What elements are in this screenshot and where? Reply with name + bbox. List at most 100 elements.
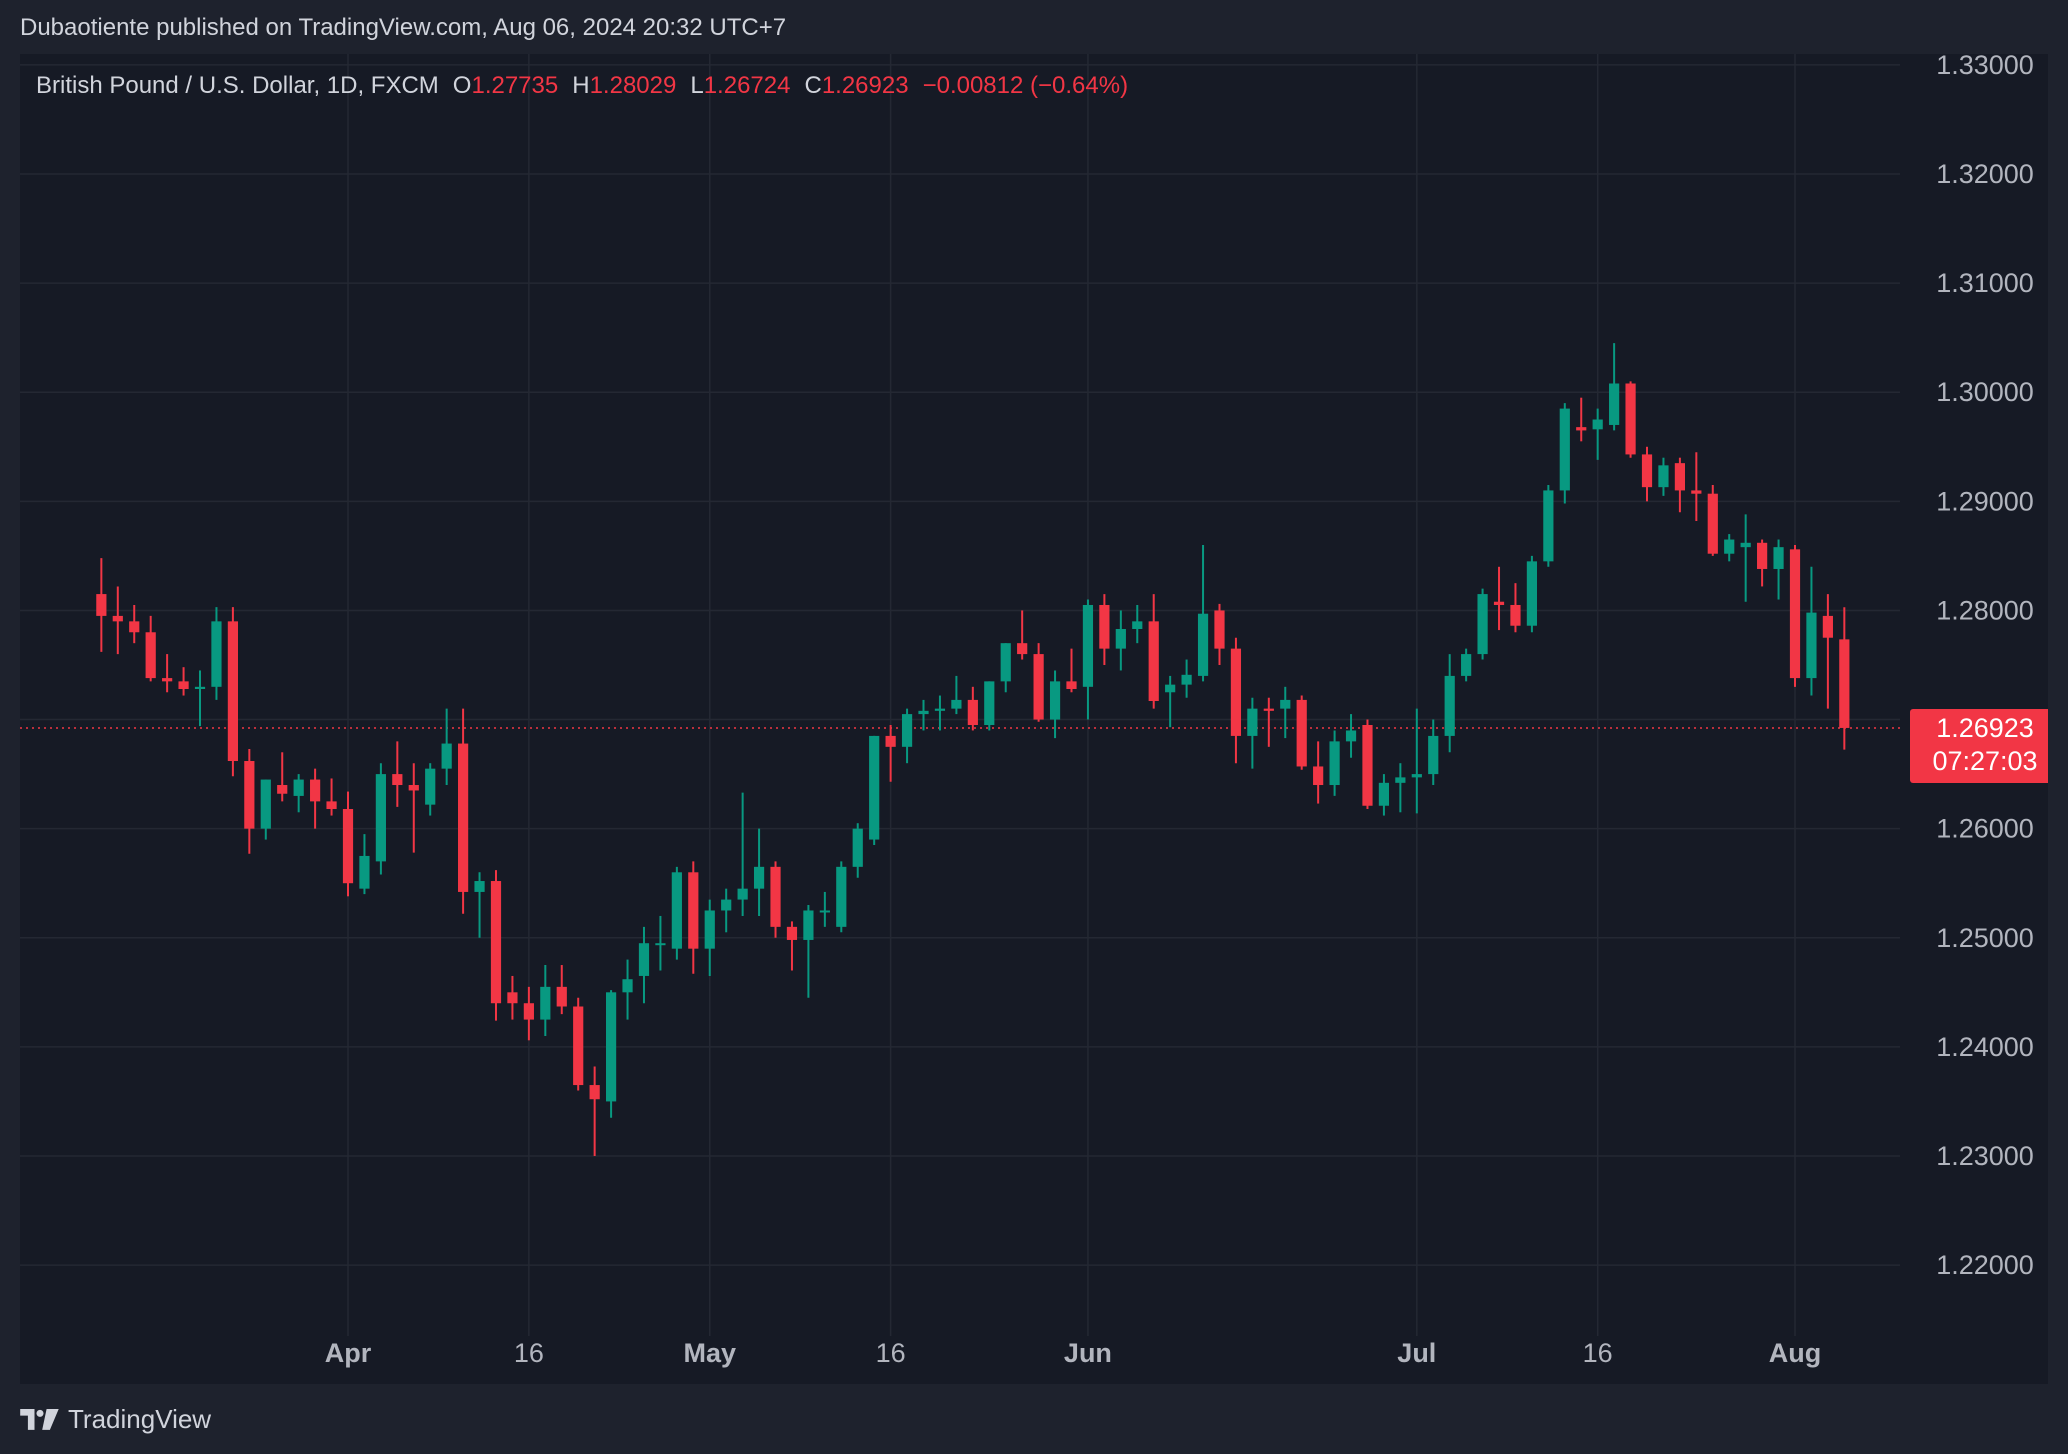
candle[interactable]: [260, 779, 271, 840]
candle[interactable]: [556, 965, 567, 1015]
candle[interactable]: [244, 749, 255, 854]
candle[interactable]: [1691, 452, 1702, 521]
candle[interactable]: [1674, 457, 1685, 513]
legend-symbol[interactable]: British Pound / U.S. Dollar, 1D, FXCM: [36, 72, 439, 99]
candle[interactable]: [1510, 583, 1521, 633]
candle[interactable]: [589, 1066, 600, 1156]
candle[interactable]: [1082, 599, 1094, 720]
candle[interactable]: [178, 667, 189, 696]
candle[interactable]: [1345, 714, 1357, 758]
candle[interactable]: [1724, 534, 1735, 562]
candle[interactable]: [1493, 566, 1505, 631]
candle[interactable]: [342, 791, 354, 897]
candle[interactable]: [819, 891, 830, 927]
candle[interactable]: [786, 921, 798, 971]
candle[interactable]: [129, 604, 140, 644]
candle[interactable]: [1740, 514, 1751, 602]
candle[interactable]: [1822, 594, 1833, 709]
candle[interactable]: [753, 828, 765, 916]
candle[interactable]: [1296, 695, 1307, 770]
candle[interactable]: [721, 888, 732, 933]
candle[interactable]: [803, 905, 814, 998]
candle[interactable]: [1115, 610, 1126, 671]
candle[interactable]: [1839, 607, 1850, 750]
candle[interactable]: [1559, 403, 1570, 504]
candle[interactable]: [112, 586, 123, 655]
candle[interactable]: [1263, 697, 1274, 747]
candle[interactable]: [1148, 594, 1159, 709]
candle[interactable]: [1329, 730, 1340, 796]
candle[interactable]: [918, 699, 929, 731]
candle[interactable]: [408, 763, 419, 853]
candle[interactable]: [1197, 544, 1209, 682]
candle[interactable]: [1773, 539, 1784, 600]
candle[interactable]: [967, 686, 978, 731]
chart-pane[interactable]: 1.33000 1.32000 1.31000 1.30000 1.29000 1.280…: [20, 54, 2048, 1384]
candle[interactable]: [293, 774, 304, 813]
candle[interactable]: [507, 975, 518, 1020]
candle[interactable]: [951, 675, 962, 715]
candle[interactable]: [704, 899, 715, 976]
candle[interactable]: [671, 866, 682, 960]
candle[interactable]: [688, 861, 699, 974]
candle[interactable]: [869, 735, 880, 846]
candle[interactable]: [540, 965, 551, 1036]
candle[interactable]: [162, 654, 173, 693]
candle[interactable]: [441, 708, 452, 786]
candle[interactable]: [1033, 643, 1044, 722]
candle[interactable]: [458, 708, 469, 914]
candle[interactable]: [194, 670, 206, 727]
candle[interactable]: [1066, 648, 1077, 693]
candle[interactable]: [1625, 381, 1636, 458]
candle[interactable]: [1313, 741, 1324, 804]
candlestick-chart[interactable]: 1.33000 1.32000 1.31000 1.30000 1.29000 1.280…: [20, 54, 2048, 1384]
candle[interactable]: [490, 870, 502, 1021]
candle[interactable]: [1658, 457, 1669, 496]
candle[interactable]: [277, 752, 288, 802]
tradingview-brand[interactable]: TradingView: [20, 1404, 211, 1435]
candle[interactable]: [1214, 603, 1225, 665]
candle[interactable]: [1707, 484, 1718, 556]
candle[interactable]: [1444, 654, 1455, 753]
candle[interactable]: [638, 926, 650, 1004]
candle[interactable]: [655, 915, 666, 971]
time-axis[interactable]: Apr 16 May 16 Jun Jul 16 Aug: [325, 1338, 1821, 1368]
candle[interactable]: [1609, 343, 1620, 431]
candle[interactable]: [573, 997, 584, 1091]
candle[interactable]: [1592, 408, 1603, 460]
candle[interactable]: [1165, 675, 1176, 728]
candle[interactable]: [145, 615, 156, 682]
candle[interactable]: [1378, 774, 1390, 816]
candle[interactable]: [1049, 670, 1061, 739]
candle[interactable]: [1132, 604, 1143, 644]
candle[interactable]: [1576, 397, 1587, 442]
candle[interactable]: [885, 725, 896, 782]
candle[interactable]: [523, 986, 534, 1041]
candle[interactable]: [1411, 708, 1422, 814]
candle[interactable]: [1461, 648, 1472, 682]
candle[interactable]: [211, 607, 222, 700]
candle[interactable]: [1395, 763, 1406, 813]
candle[interactable]: [375, 763, 386, 875]
candle[interactable]: [392, 741, 403, 807]
candle[interactable]: [737, 792, 748, 916]
candle[interactable]: [1280, 686, 1291, 739]
candle[interactable]: [622, 959, 633, 1020]
candle[interactable]: [326, 778, 337, 816]
candle[interactable]: [425, 763, 436, 816]
candle[interactable]: [1230, 637, 1242, 764]
candle[interactable]: [227, 607, 238, 777]
candle[interactable]: [1526, 555, 1538, 633]
price-axis[interactable]: 1.33000 1.32000 1.31000 1.30000 1.29000 1.280…: [1936, 54, 2034, 1280]
candle[interactable]: [1757, 539, 1768, 587]
candle[interactable]: [1247, 697, 1258, 769]
candle[interactable]: [1362, 719, 1373, 810]
candle[interactable]: [1641, 446, 1653, 502]
candle[interactable]: [984, 681, 995, 731]
candle[interactable]: [852, 823, 863, 878]
candle[interactable]: [934, 695, 946, 731]
candle[interactable]: [96, 558, 107, 652]
candle[interactable]: [1099, 594, 1110, 665]
candle[interactable]: [770, 861, 781, 938]
candle[interactable]: [901, 708, 913, 764]
